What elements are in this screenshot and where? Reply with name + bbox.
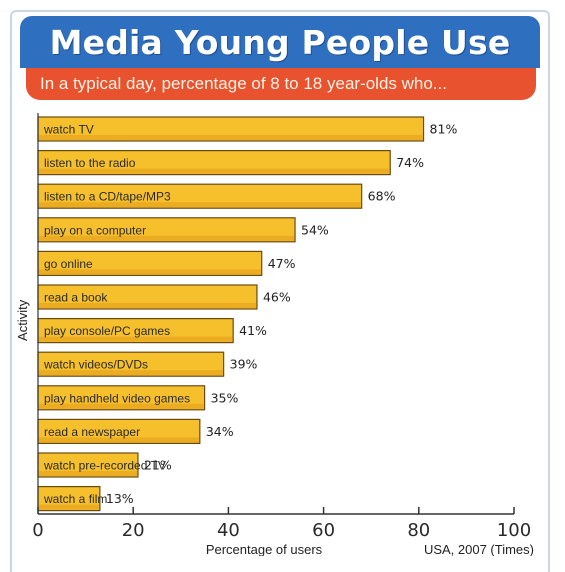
bar-value-label: 47%	[268, 256, 296, 271]
bar-category-label: watch pre-recorded TV	[43, 459, 166, 473]
chart-subtitle: In a typical day, percentage of 8 to 18 …	[40, 74, 447, 93]
bar-shade-3	[39, 202, 361, 208]
bar-category-label: play handheld video games	[44, 391, 190, 405]
x-tick-label: 60	[312, 520, 335, 541]
bars-layer: watch TV 81% listen to the radio 74% listen …	[37, 116, 458, 512]
bar-category-label: listen to a CD/tape/MP3	[44, 190, 171, 204]
bar-category-label: watch a film	[43, 492, 107, 506]
bar-category-label: play console/PC games	[44, 324, 170, 338]
bar-category-label: watch TV	[43, 123, 94, 137]
bar-value-label: 35%	[211, 390, 239, 405]
bar-category-label: go online	[44, 257, 93, 271]
bar-shade-8	[39, 370, 223, 376]
bar-chart: watch TV 81% listen to the radio 74% listen …	[15, 113, 534, 556]
title-banner: Media Young People Use	[20, 16, 540, 68]
x-tick-label: 0	[32, 520, 43, 541]
bar-shade-10	[39, 437, 199, 443]
x-tick-label: 20	[122, 520, 145, 541]
bar-shade-9	[39, 403, 204, 409]
x-axis-title: Percentage of users	[206, 542, 323, 556]
bar-value-label: 74%	[396, 155, 424, 170]
bar-shade-1	[39, 135, 423, 140]
bar-value-label: 21%	[144, 458, 172, 473]
bar-shade-5	[39, 269, 261, 275]
subtitle-banner: In a typical day, percentage of 8 to 18 …	[26, 68, 536, 100]
bar-value-label: 68%	[368, 189, 396, 204]
bar-shade-12	[39, 504, 99, 510]
bar-value-label: 46%	[263, 290, 291, 305]
bar-shade-2	[39, 168, 390, 174]
bar-category-label: play on a computer	[44, 223, 146, 237]
bar-category-label: read a book	[44, 291, 108, 305]
bar-value-label: 54%	[301, 222, 329, 237]
x-tick-label: 40	[217, 520, 240, 541]
bar-category-label: read a newspaper	[44, 425, 140, 439]
bar-value-label: 39%	[230, 357, 258, 372]
source-note: USA, 2007 (Times)	[424, 542, 534, 556]
bar-shade-7	[39, 336, 233, 342]
bar-value-label: 34%	[206, 424, 234, 439]
bar-value-label: 41%	[239, 323, 267, 338]
bar-value-label: 13%	[106, 491, 134, 506]
bar-category-label: listen to the radio	[44, 156, 136, 170]
y-axis-title: Activity	[15, 299, 30, 341]
bar-shade-11	[39, 471, 137, 476]
bar-category-label: watch videos/DVDs	[43, 358, 148, 372]
chart-title: Media Young People Use	[49, 22, 511, 62]
x-tick-label: 80	[407, 520, 430, 541]
bar-shade-4	[39, 235, 295, 241]
x-tick-label: 100	[497, 520, 531, 541]
x-axis: 0 20 40 60 80 100	[32, 113, 531, 541]
bar-value-label: 81%	[430, 122, 458, 137]
bar-shade-6	[39, 303, 256, 308]
